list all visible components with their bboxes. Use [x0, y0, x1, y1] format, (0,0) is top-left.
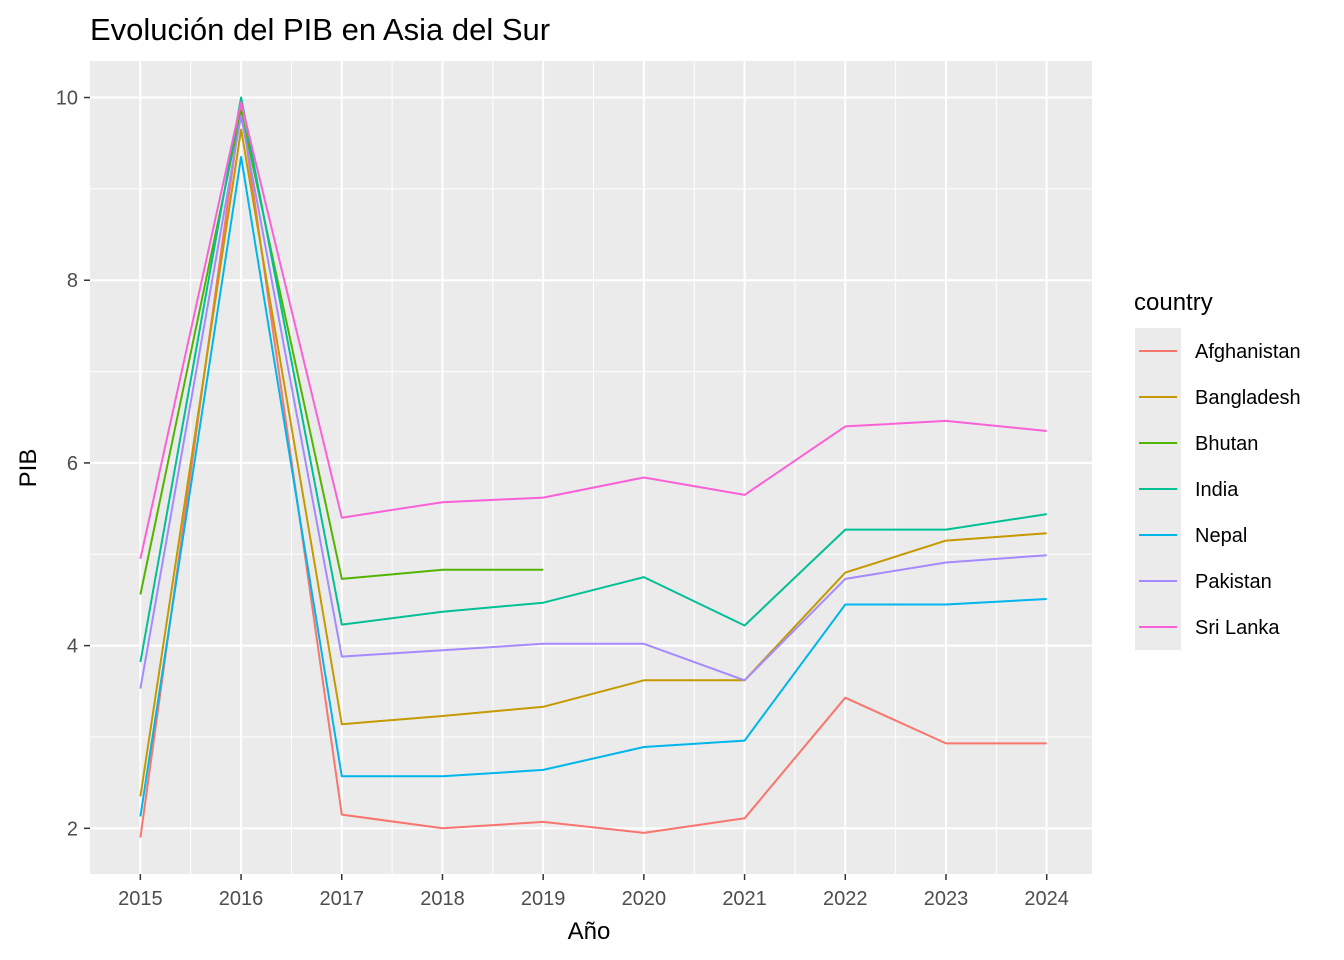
series-line-bangladesh [139, 128, 1047, 797]
x-tick-label: 2019 [521, 888, 566, 910]
x-tick-label: 2017 [320, 888, 365, 910]
series-line-nepal [139, 155, 1047, 817]
legend-label-sri-lanka: Sri Lanka [1195, 617, 1280, 639]
x-tick-label: 2022 [823, 888, 868, 910]
y-tick-label: 2 [67, 818, 78, 840]
x-tick-label: 2018 [420, 888, 465, 910]
x-tick-label: 2024 [1024, 888, 1069, 910]
y-axis: 2 4 6 8 10 [56, 88, 90, 840]
y-tick-label: 4 [67, 636, 78, 658]
y-tick-label: 6 [67, 453, 78, 475]
legend-label-pakistan: Pakistan [1195, 571, 1272, 593]
x-axis: 2015 2016 2017 2018 2019 2020 2021 2022 2023 2024 [118, 874, 1069, 910]
x-axis-title: Año [568, 918, 611, 945]
x-tick-label: 2016 [219, 888, 264, 910]
legend-label-india: India [1195, 479, 1239, 501]
legend: country Afghanistan Bangladesh Bhutan India… [1134, 289, 1301, 650]
series-line-sri-lanka [139, 101, 1047, 560]
x-tick-label: 2021 [722, 888, 767, 910]
y-axis-title: PIB [15, 449, 42, 488]
legend-label-bangladesh: Bangladesh [1195, 387, 1301, 409]
x-tick-label: 2020 [622, 888, 667, 910]
y-tick-label: 8 [67, 270, 78, 292]
y-tick-label: 10 [56, 88, 78, 110]
legend-title: country [1134, 289, 1213, 316]
legend-label-afghanistan: Afghanistan [1195, 341, 1301, 363]
series-line-bhutan [139, 110, 544, 595]
chart-title: Evolución del PIB en Asia del Sur [90, 12, 550, 47]
series-lines [139, 96, 1047, 838]
x-tick-label: 2015 [118, 888, 163, 910]
series-line-pakistan [139, 114, 1047, 689]
x-tick-label: 2023 [924, 888, 969, 910]
legend-label-bhutan: Bhutan [1195, 433, 1258, 455]
legend-label-nepal: Nepal [1195, 525, 1247, 547]
grid-lines [90, 61, 1092, 874]
series-line-india [139, 96, 1047, 663]
